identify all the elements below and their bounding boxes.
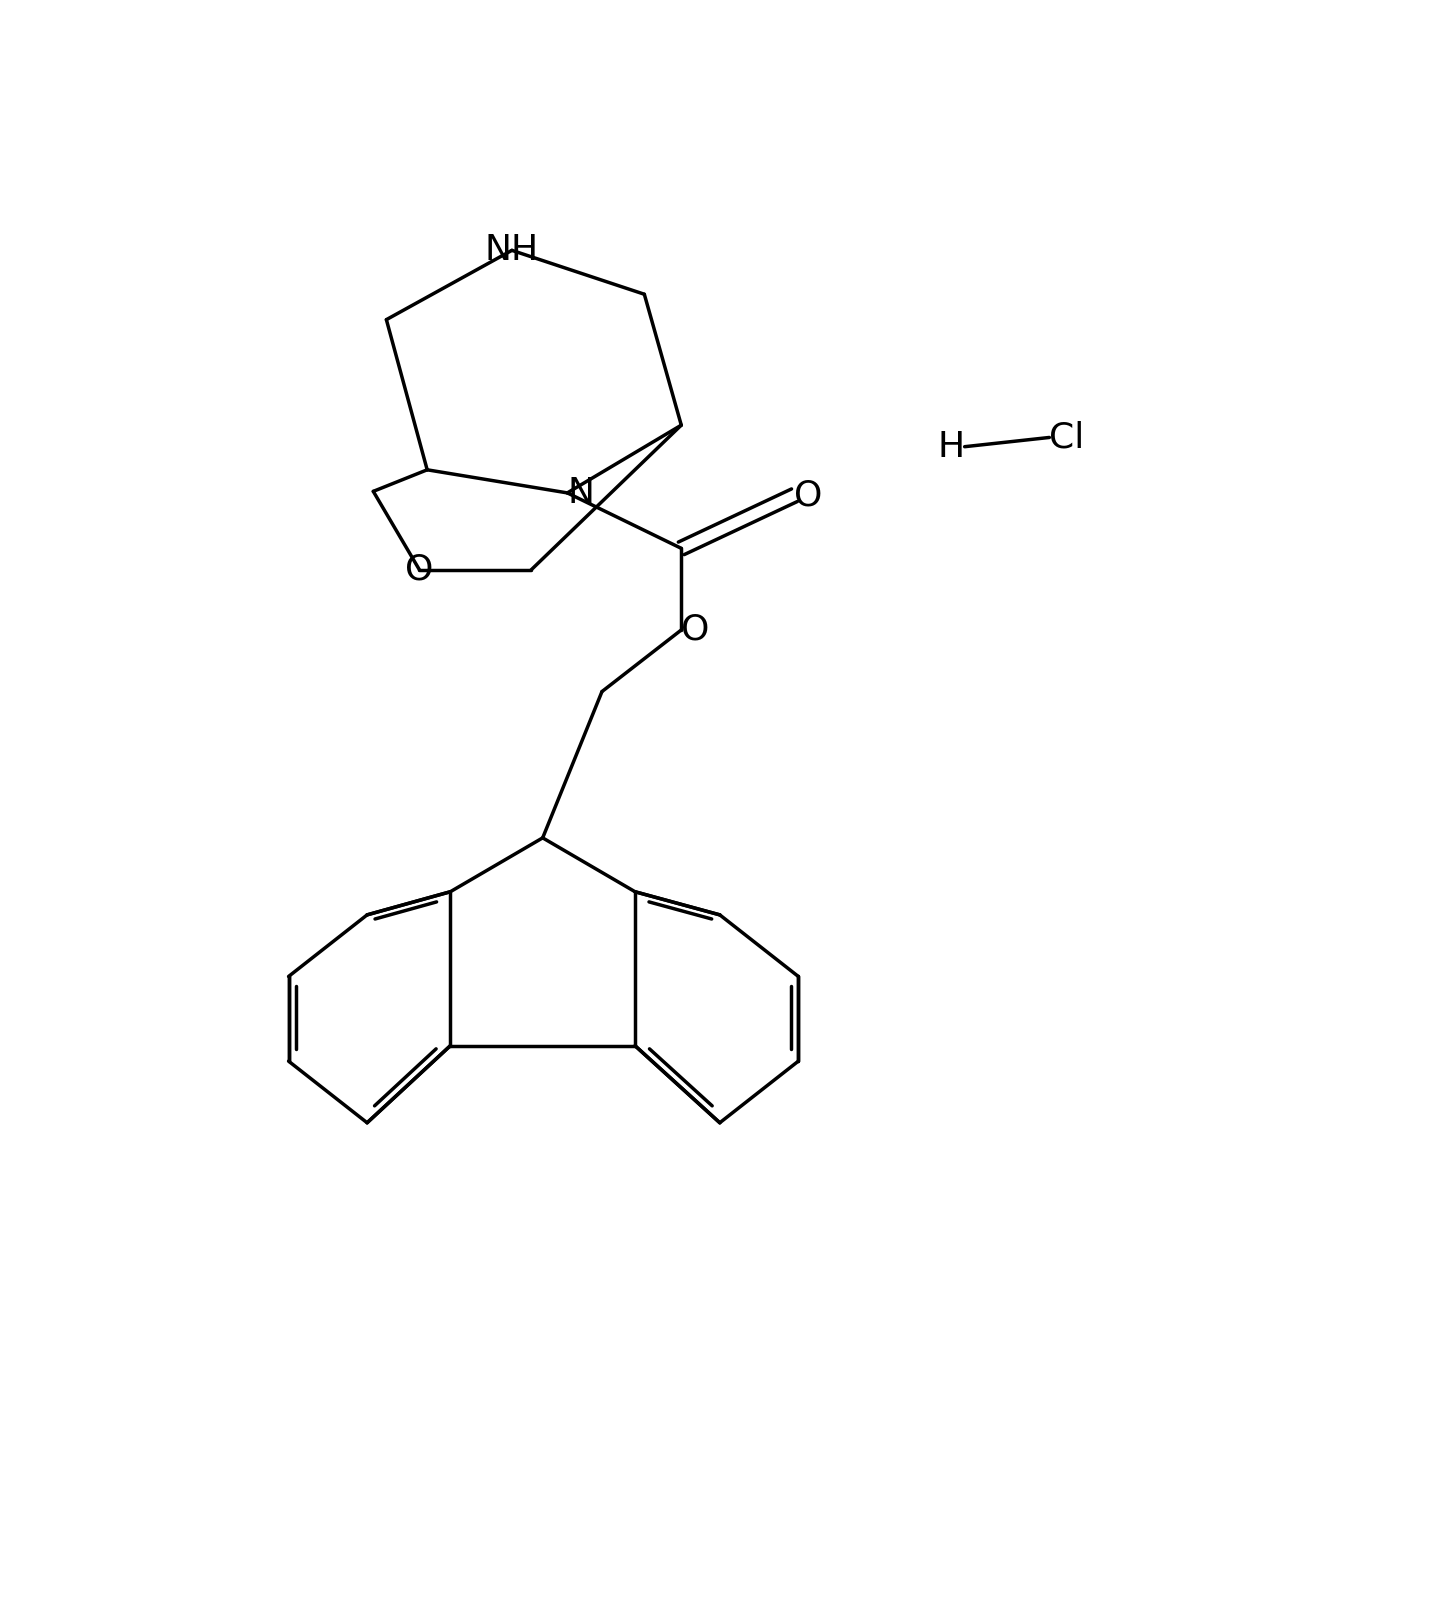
- Text: NH: NH: [485, 233, 539, 268]
- Text: O: O: [794, 478, 822, 512]
- Text: O: O: [405, 552, 433, 587]
- Text: Cl: Cl: [1048, 421, 1084, 454]
- Text: H: H: [937, 430, 964, 464]
- Text: O: O: [681, 613, 709, 647]
- Text: N: N: [568, 477, 595, 510]
